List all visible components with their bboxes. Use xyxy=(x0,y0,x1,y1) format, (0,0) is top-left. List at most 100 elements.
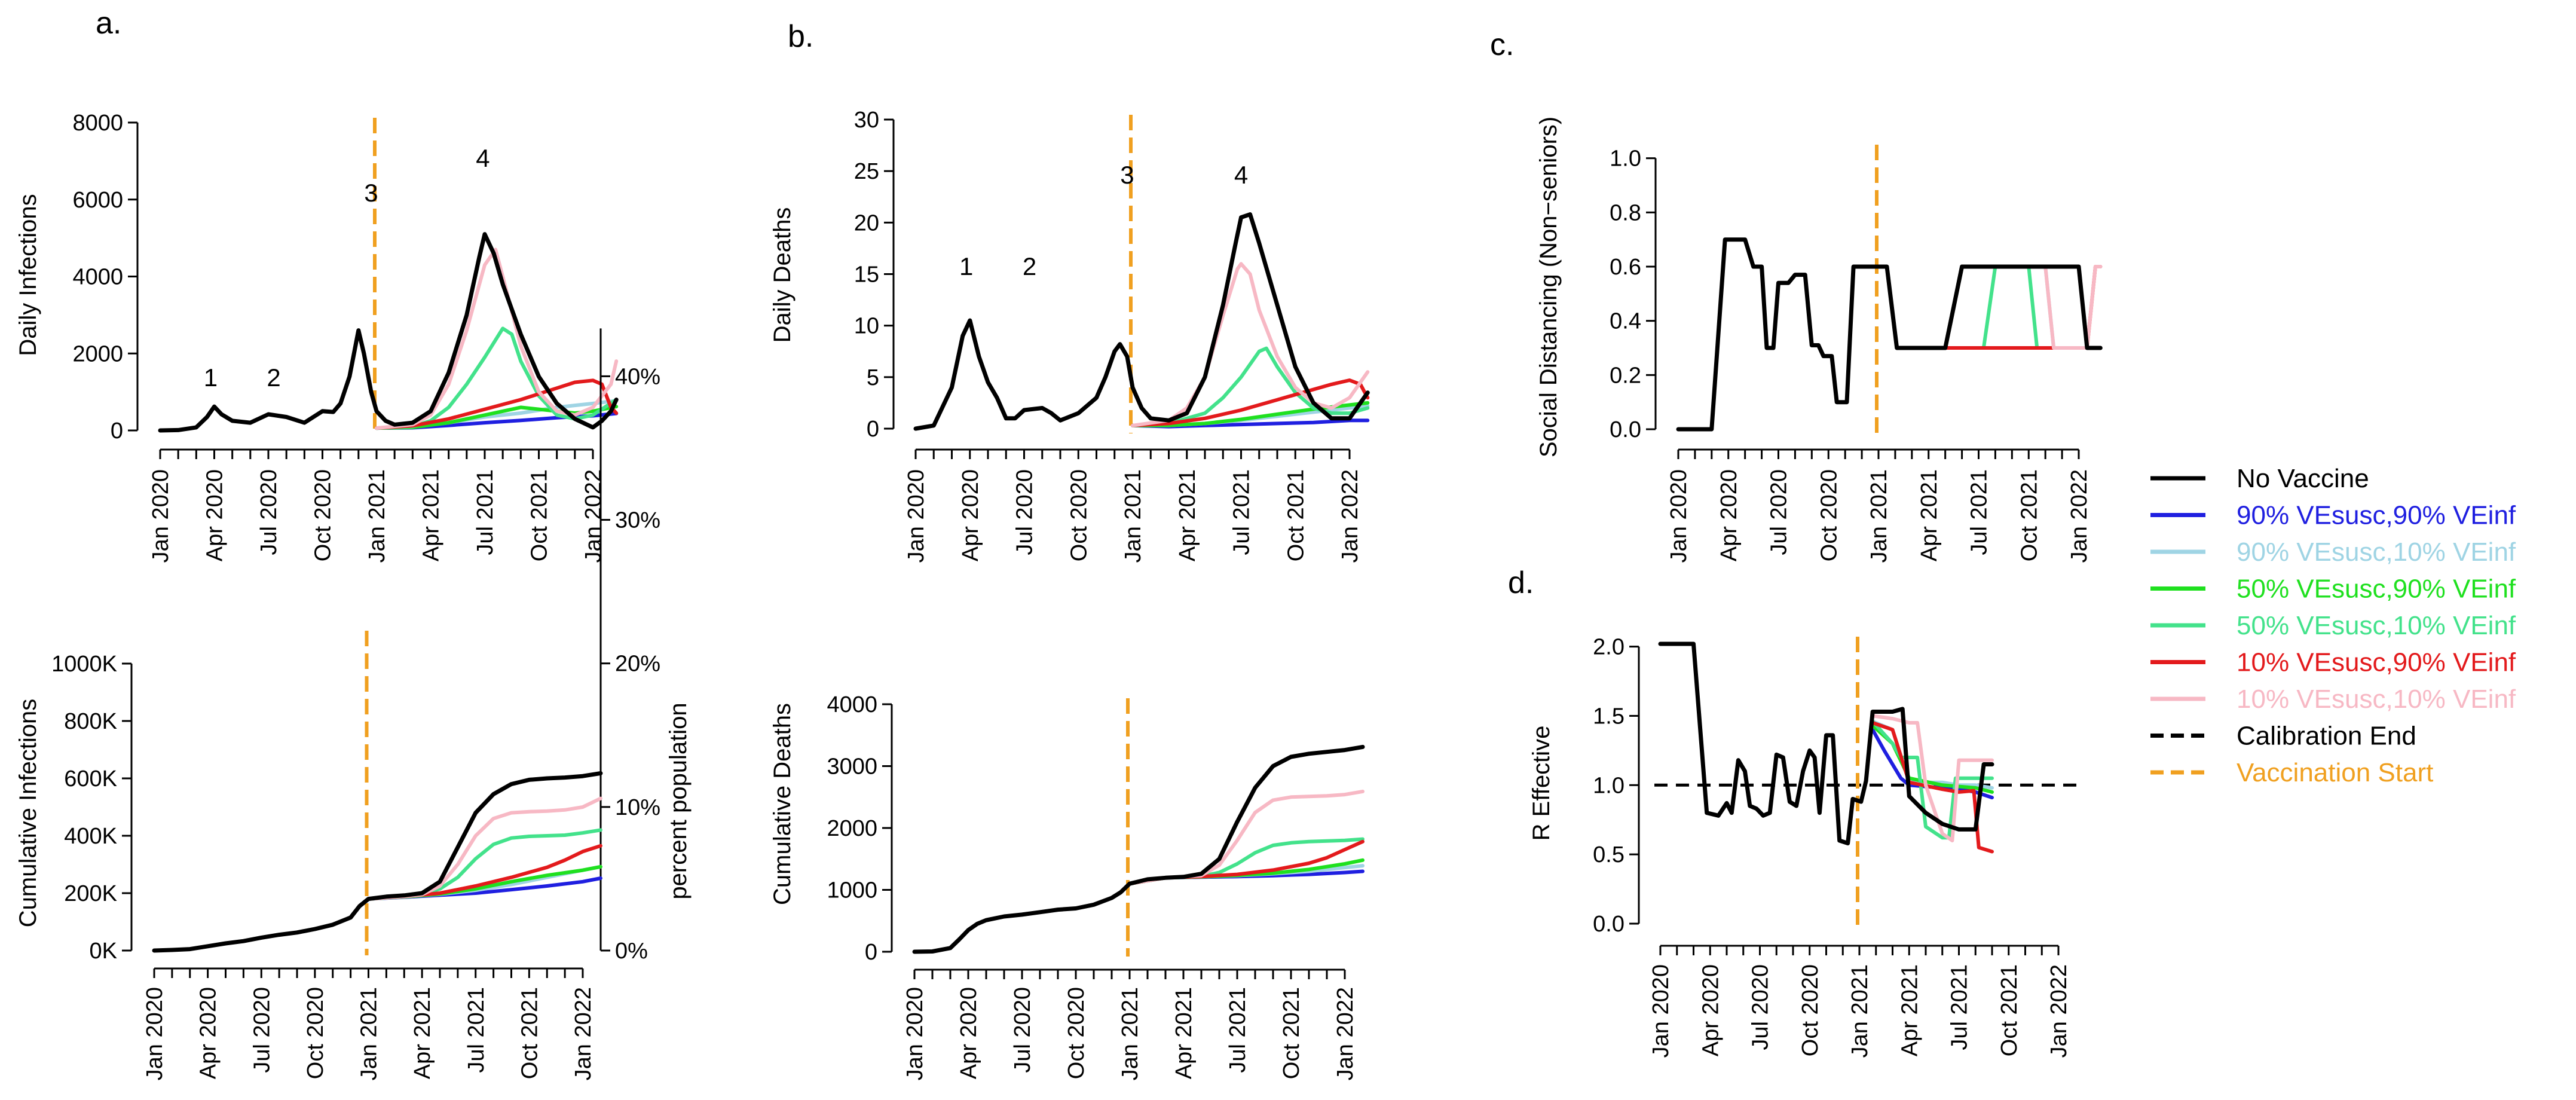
x-tick-label: Jan 2020 xyxy=(1666,469,1691,563)
legend-item: 50% VEsusc,10% VEinf xyxy=(2150,611,2516,640)
series-line-no-vaccine xyxy=(913,212,1370,431)
y-tick-label: 800K xyxy=(64,709,117,734)
y-tick-label: 0.8 xyxy=(1610,200,1641,225)
x-tick-label: Jan 2020 xyxy=(902,987,928,1080)
x-tick-label: Oct 2020 xyxy=(311,469,336,561)
series-line-no-vaccine xyxy=(912,744,1365,954)
y-tick-label: 1000K xyxy=(51,652,117,677)
y-tick-label: 2000 xyxy=(72,341,123,366)
x-tick-label: Jan 2022 xyxy=(1333,987,1358,1080)
x-tick-label: Oct 2020 xyxy=(1816,469,1841,561)
series-line-10-vesusc-90-veinf xyxy=(1871,721,1994,854)
x-tick-label: Oct 2021 xyxy=(2017,469,2042,561)
x-tick-label: Jul 2020 xyxy=(1012,469,1038,555)
series-line-10-vesusc-10-veinf xyxy=(375,248,619,430)
series-line-no-vaccine xyxy=(152,771,603,953)
y2-tick-label: 20% xyxy=(615,652,660,677)
y-tick-label: 1.5 xyxy=(1593,704,1624,729)
panel-label-b: b. xyxy=(788,19,813,54)
x-tick-label: Oct 2020 xyxy=(1798,964,1823,1056)
peak-annotation: 1 xyxy=(204,363,218,392)
legend-label: 10% VEsusc,10% VEinf xyxy=(2237,685,2516,714)
y-tick-label: 0 xyxy=(865,940,877,965)
x-tick-label: Jul 2020 xyxy=(256,469,282,555)
x-tick-label: Apr 2021 xyxy=(1171,987,1197,1079)
series-line-10-vesusc-90-veinf xyxy=(1131,378,1370,427)
y-axis-label: Cumulative Deaths xyxy=(769,703,796,905)
x-tick-label: Jul 2020 xyxy=(249,987,274,1073)
y-tick-label: 4000 xyxy=(827,692,877,717)
x-tick-label: Oct 2020 xyxy=(1064,987,1089,1079)
y-tick-label: 0.2 xyxy=(1610,363,1641,388)
x-tick-label: Jul 2020 xyxy=(1010,987,1035,1073)
y-tick-label: 0.6 xyxy=(1610,255,1641,280)
y-tick-label: 0.4 xyxy=(1610,309,1641,334)
x-tick-label: Oct 2021 xyxy=(1283,469,1308,561)
x-tick-label: Jul 2021 xyxy=(1225,987,1250,1073)
y-tick-label: 400K xyxy=(64,824,117,849)
panel-label-a: a. xyxy=(96,6,121,41)
x-tick-label: Apr 2020 xyxy=(1717,469,1742,561)
legend-item: Calibration End xyxy=(2150,722,2416,751)
legend-label: No Vaccine xyxy=(2237,464,2369,493)
legend-label: Vaccination Start xyxy=(2237,758,2433,787)
series-line-10-vesusc-10-veinf xyxy=(1131,262,1370,427)
y-tick-label: 2000 xyxy=(827,816,877,841)
x-tick-label: Jan 2021 xyxy=(1847,964,1873,1058)
x-tick-label: Oct 2021 xyxy=(527,469,552,561)
series-line-no-vaccine xyxy=(1658,641,1994,846)
y-tick-label: 600K xyxy=(64,766,117,792)
x-tick-label: Apr 2021 xyxy=(1897,964,1922,1056)
y-tick-label: 0.0 xyxy=(1610,417,1641,442)
y-tick-label: 3000 xyxy=(827,754,877,780)
x-tick-label: Jan 2022 xyxy=(2046,964,2072,1058)
x-tick-label: Apr 2020 xyxy=(956,987,981,1079)
x-tick-label: Jan 2022 xyxy=(571,987,596,1080)
legend-item: No Vaccine xyxy=(2150,464,2369,493)
x-tick-label: Jul 2021 xyxy=(473,469,498,555)
y-tick-label: 0K xyxy=(90,939,117,964)
y-tick-label: 1.0 xyxy=(1593,773,1624,798)
x-tick-label: Jul 2020 xyxy=(1767,469,1792,555)
series-line-10-vesusc-10-veinf xyxy=(1871,714,1994,842)
y-axis-label: Daily Deaths xyxy=(769,207,796,343)
chart-daily-deaths: Daily Deaths 0 5 10 15 20 25 30 Jan 2020 Apr 202… xyxy=(769,108,1370,563)
x-tick-label: Jan 2021 xyxy=(1867,469,1892,563)
y-tick-label: 25 xyxy=(854,159,879,184)
x-tick-label: Oct 2020 xyxy=(303,987,328,1079)
legend-label: 50% VEsusc,10% VEinf xyxy=(2237,611,2516,640)
series-line-50-vesusc-90-veinf xyxy=(1131,401,1370,427)
x-tick-label: Jul 2021 xyxy=(1947,964,1972,1050)
y-axis-label: R Effective xyxy=(1528,726,1555,841)
panel-label-c: c. xyxy=(1490,28,1514,62)
legend-label: 90% VEsusc,90% VEinf xyxy=(2237,501,2516,530)
peak-annotation: 3 xyxy=(364,179,378,207)
y-tick-label: 15 xyxy=(854,262,879,288)
legend-item: 90% VEsusc,90% VEinf xyxy=(2150,501,2516,530)
legend-item: 10% VEsusc,90% VEinf xyxy=(2150,648,2516,677)
series-line-50-vesusc-10-veinf xyxy=(1871,719,1994,840)
x-tick-label: Apr 2021 xyxy=(410,987,435,1079)
y-tick-label: 30 xyxy=(854,108,879,133)
x-tick-label: Jan 2020 xyxy=(904,469,929,563)
x-tick-label: Jan 2021 xyxy=(365,469,390,563)
legend-item: 90% VEsusc,10% VEinf xyxy=(2150,537,2516,567)
y-tick-label: 8000 xyxy=(72,111,123,136)
x-tick-label: Oct 2020 xyxy=(1066,469,1091,561)
x-tick-label: Jan 2022 xyxy=(2067,469,2092,563)
series-line-no-vaccine xyxy=(1676,237,2103,432)
y-tick-label: 200K xyxy=(64,881,117,906)
peak-annotation: 4 xyxy=(1234,161,1248,189)
y2-tick-label: 40% xyxy=(615,364,660,389)
y2-tick-label: 30% xyxy=(615,508,660,533)
series-line-10-vesusc-10-veinf xyxy=(1943,265,2103,350)
x-tick-label: Apr 2021 xyxy=(419,469,444,561)
chart-r-effective: R Effective 0.0 0.5 1.0 1.5 2.0 Jan 2020 Apr 2… xyxy=(1528,635,2081,1058)
x-tick-label: Jan 2021 xyxy=(357,987,382,1080)
y-tick-label: 4000 xyxy=(72,265,123,290)
legend-item: Vaccination Start xyxy=(2150,758,2433,787)
x-tick-label: Jan 2020 xyxy=(142,987,167,1080)
x-tick-label: Jan 2020 xyxy=(148,469,173,563)
x-tick-label: Apr 2020 xyxy=(1698,964,1723,1056)
y-tick-label: 10 xyxy=(854,314,879,339)
